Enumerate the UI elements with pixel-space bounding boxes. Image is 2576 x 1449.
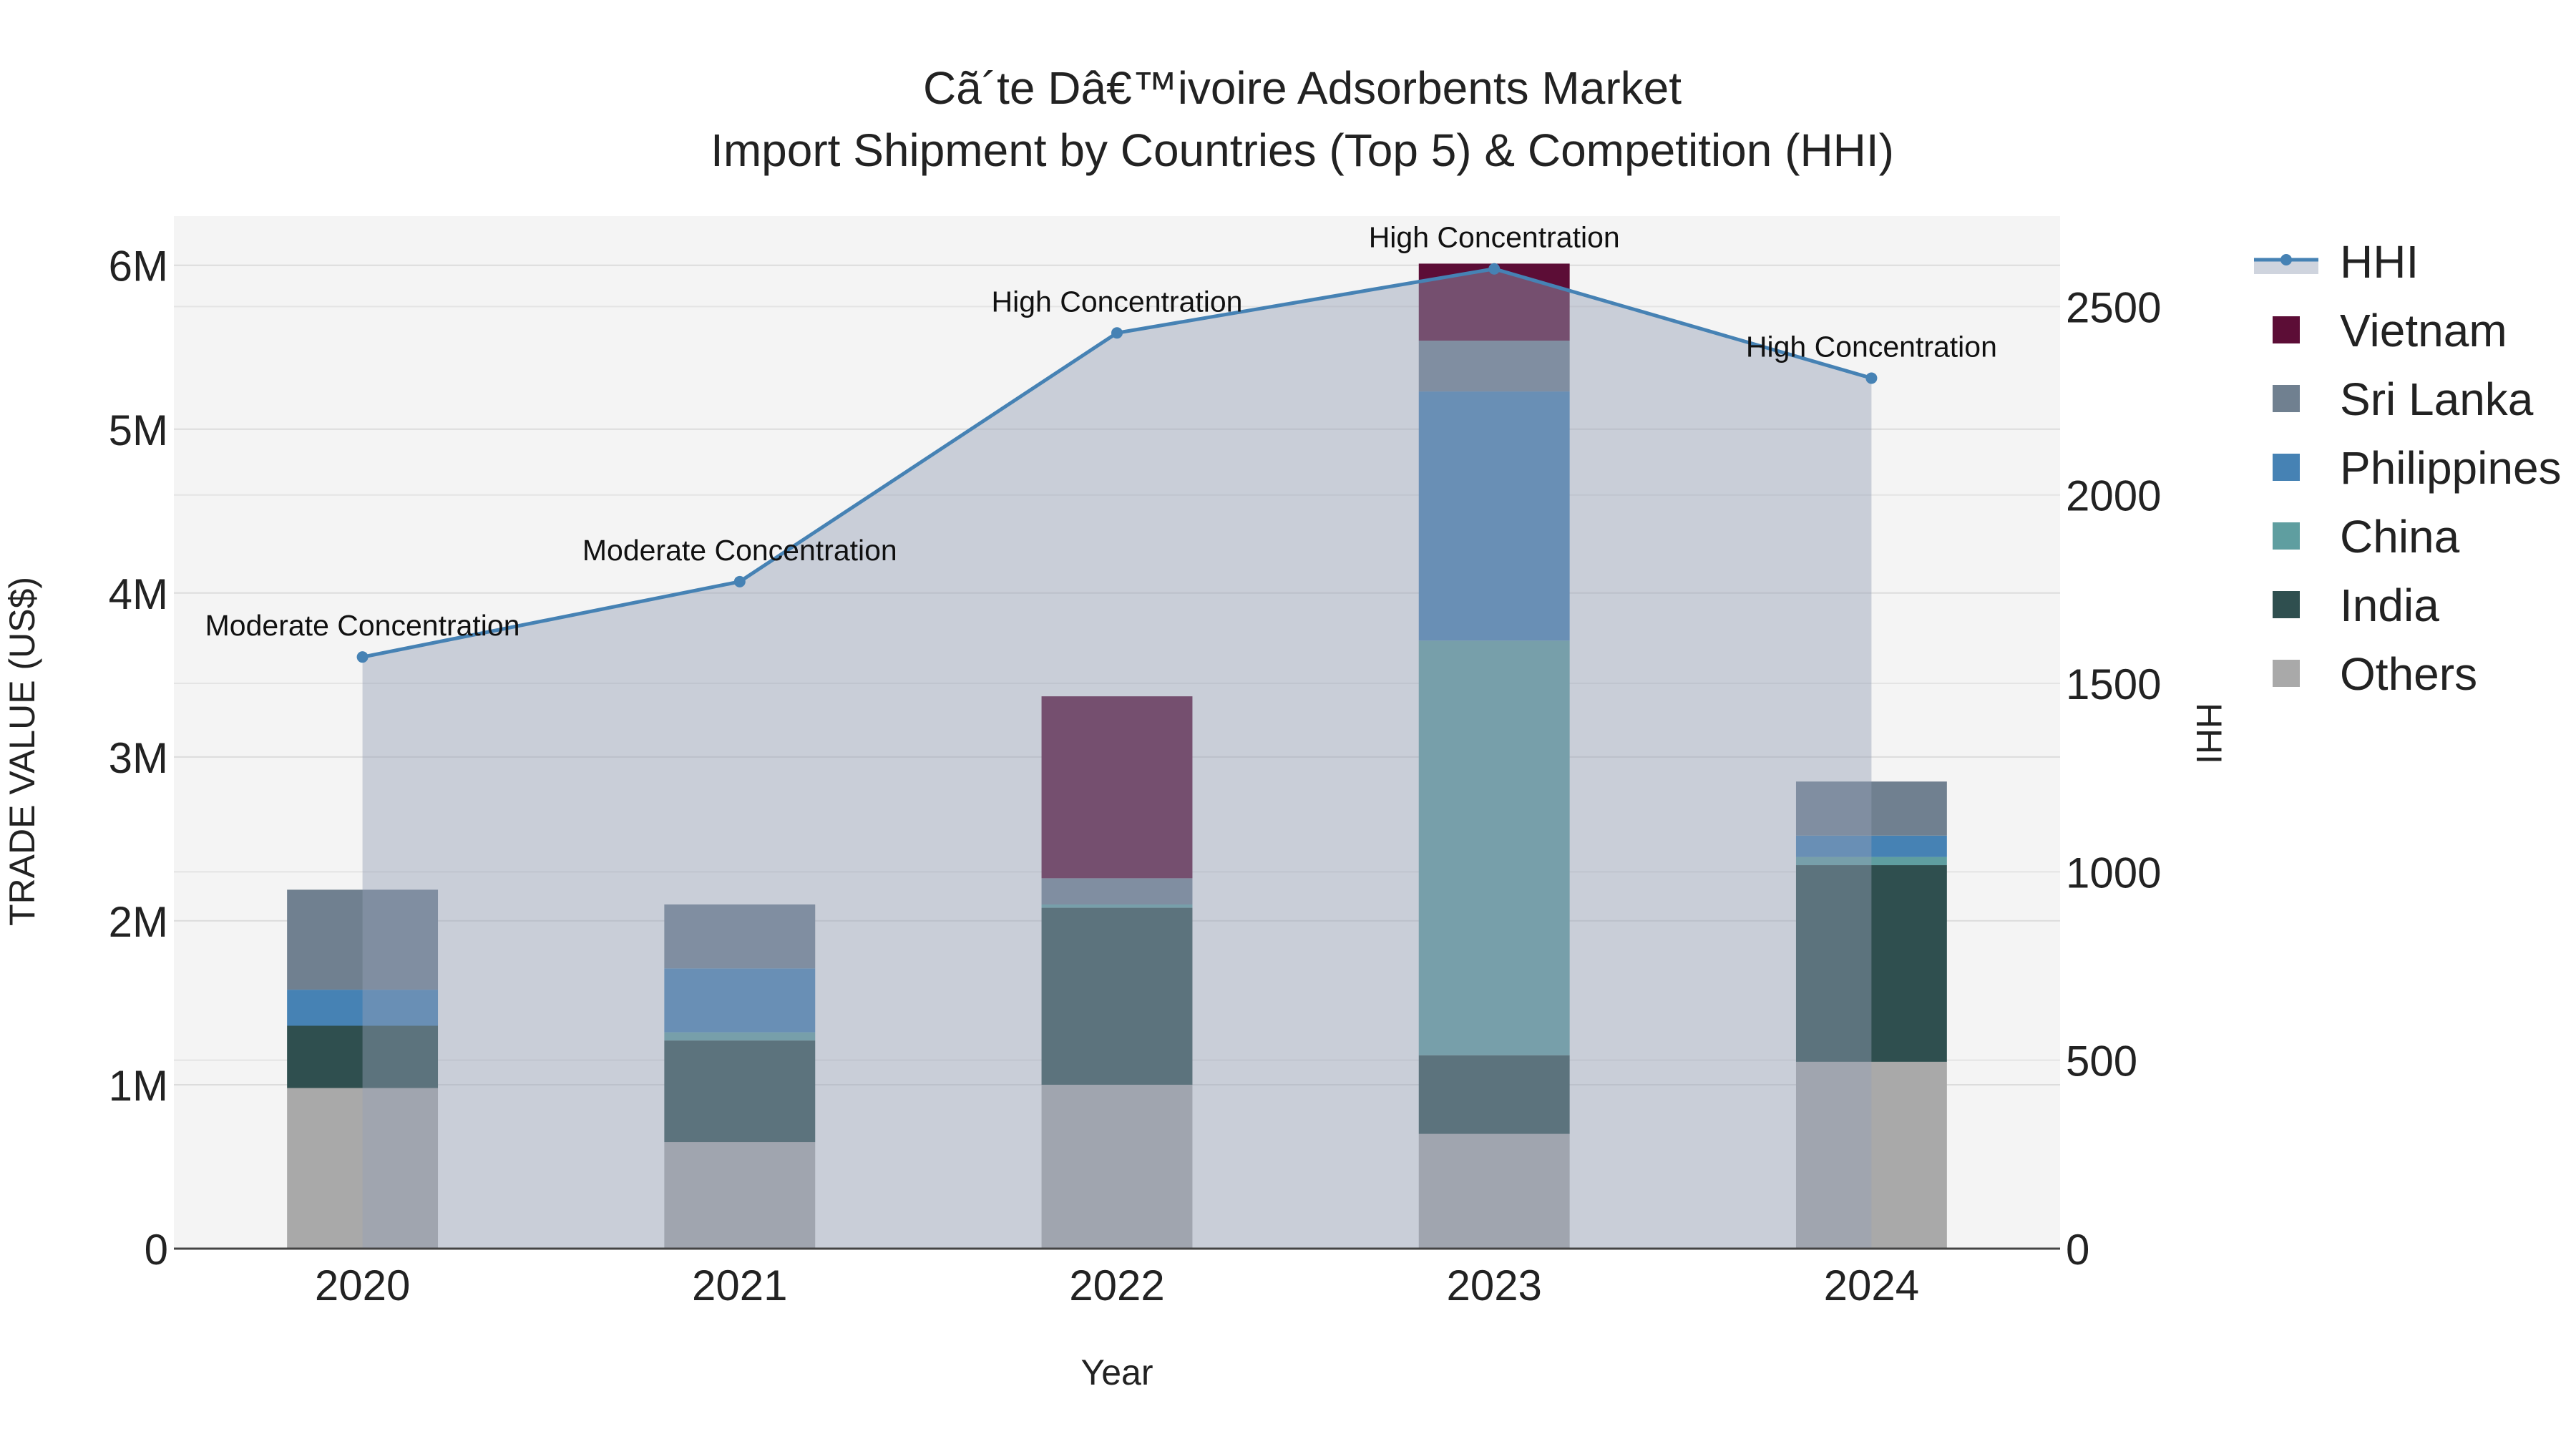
bar-china-2021 xyxy=(664,1032,816,1041)
legend-item-china[interactable]: China xyxy=(2273,511,2460,562)
bar-india-2020 xyxy=(287,1025,439,1088)
hhi-annotation: High Concentration xyxy=(992,285,1243,318)
legend-swatch xyxy=(2273,660,2300,687)
bar-sri-lanka-2020 xyxy=(287,889,439,990)
bar-india-2024 xyxy=(1795,865,1947,1062)
hhi-layer xyxy=(356,263,1878,1249)
bar-china-2022 xyxy=(1041,904,1193,908)
legend-swatch-hhi-area xyxy=(2254,260,2318,274)
y2-tick-label: 1500 xyxy=(2066,660,2161,708)
y2-tick-label: 0 xyxy=(2066,1226,2089,1274)
legend-label: India xyxy=(2340,580,2439,631)
y-tick-label: 4M xyxy=(109,570,168,618)
x-tick-label: 2023 xyxy=(1446,1262,1541,1309)
hhi-point-2020 xyxy=(356,651,369,663)
bar-china-2024 xyxy=(1795,857,1947,866)
x-tick-label: 2022 xyxy=(1069,1262,1164,1309)
y2-tick-label: 500 xyxy=(2066,1038,2137,1085)
x-axis-label: Year xyxy=(1080,1352,1153,1392)
x-tick-label: 2020 xyxy=(315,1262,410,1309)
bar-others-2023 xyxy=(1418,1133,1570,1249)
y-tick-label: 3M xyxy=(109,734,168,782)
bar-others-2021 xyxy=(664,1142,816,1249)
legend-label: HHI xyxy=(2340,236,2419,288)
hhi-point-2024 xyxy=(1865,372,1878,384)
legend-swatch xyxy=(2273,591,2300,618)
bar-sri-lanka-2024 xyxy=(1795,781,1947,836)
legend-swatch xyxy=(2273,454,2300,481)
bar-others-2020 xyxy=(287,1088,439,1249)
y-tick-labels: 0 1M 2M 3M 4M 5M 6M xyxy=(109,243,168,1274)
bar-india-2023 xyxy=(1418,1055,1570,1134)
x-tick-label: 2024 xyxy=(1824,1262,1919,1309)
legend-label: Sri Lanka xyxy=(2340,374,2534,425)
y-tick-label: 1M xyxy=(109,1062,168,1110)
hhi-point-2023 xyxy=(1488,263,1501,275)
legend-item-hhi[interactable]: HHI xyxy=(2254,236,2419,288)
bar-india-2021 xyxy=(664,1040,816,1143)
hhi-point-2022 xyxy=(1111,327,1123,339)
bar-sri-lanka-2022 xyxy=(1041,878,1193,904)
y-tick-label: 2M xyxy=(109,898,168,946)
legend: HHI Vietnam Sri Lanka Philippines China India… xyxy=(2254,236,2562,700)
hhi-annotation: Moderate Concentration xyxy=(205,609,520,642)
y2-tick-label: 1000 xyxy=(2066,849,2161,897)
bar-vietnam-2022 xyxy=(1041,696,1193,879)
hhi-area xyxy=(362,268,1872,1249)
hhi-annotation: Moderate Concentration xyxy=(582,534,897,567)
hhi-point-2021 xyxy=(733,575,746,587)
chart-title-line1: Cã´te Dâ€™ivoire Adsorbents Market xyxy=(923,62,1682,114)
hhi-annotation: High Concentration xyxy=(1369,221,1620,254)
stacked-bars xyxy=(287,263,1947,1249)
legend-label: Philippines xyxy=(2340,442,2562,494)
y2-tick-label: 2500 xyxy=(2066,283,2161,331)
legend-item-philippines[interactable]: Philippines xyxy=(2273,442,2562,494)
hhi-annotations: Moderate Concentration Moderate Concentra… xyxy=(205,221,1997,642)
y2-tick-label: 2000 xyxy=(2066,472,2161,520)
bar-sri-lanka-2021 xyxy=(664,904,816,969)
legend-swatch xyxy=(2273,316,2300,343)
y2-axis-label: HHI xyxy=(2189,703,2229,764)
bar-philippines-2024 xyxy=(1795,835,1947,857)
legend-item-vietnam[interactable]: Vietnam xyxy=(2273,305,2507,356)
y-axis-label: TRADE VALUE (US$) xyxy=(2,577,42,926)
y-tick-label: 0 xyxy=(145,1226,168,1274)
bar-india-2022 xyxy=(1041,907,1193,1085)
legend-item-others[interactable]: Others xyxy=(2273,648,2477,700)
legend-item-sri-lanka[interactable]: Sri Lanka xyxy=(2273,374,2534,425)
legend-label: China xyxy=(2340,511,2460,562)
bar-sri-lanka-2023 xyxy=(1418,341,1570,392)
legend-swatch xyxy=(2273,385,2300,412)
x-tick-labels: 2020 2021 2022 2023 2024 xyxy=(315,1262,1919,1309)
x-tick-label: 2021 xyxy=(692,1262,787,1309)
y-tick-label: 5M xyxy=(109,406,168,454)
legend-label: Vietnam xyxy=(2340,305,2507,356)
legend-swatch xyxy=(2273,522,2300,550)
hhi-annotation: High Concentration xyxy=(1746,330,1997,363)
chart-title-line2: Import Shipment by Countries (Top 5) & C… xyxy=(711,125,1894,176)
bar-philippines-2020 xyxy=(287,990,439,1026)
legend-item-india[interactable]: India xyxy=(2273,580,2439,631)
y-tick-label: 6M xyxy=(109,243,168,291)
legend-swatch-hhi-marker xyxy=(2280,254,2292,265)
bar-philippines-2023 xyxy=(1418,391,1570,641)
bar-others-2022 xyxy=(1041,1084,1193,1249)
legend-label: Others xyxy=(2340,648,2477,700)
bar-philippines-2021 xyxy=(664,968,816,1033)
y2-gridlines xyxy=(174,306,2060,1061)
bar-others-2024 xyxy=(1795,1061,1947,1249)
bar-china-2023 xyxy=(1418,640,1570,1055)
y2-tick-labels: 0 500 1000 1500 2000 2500 xyxy=(2066,283,2161,1274)
